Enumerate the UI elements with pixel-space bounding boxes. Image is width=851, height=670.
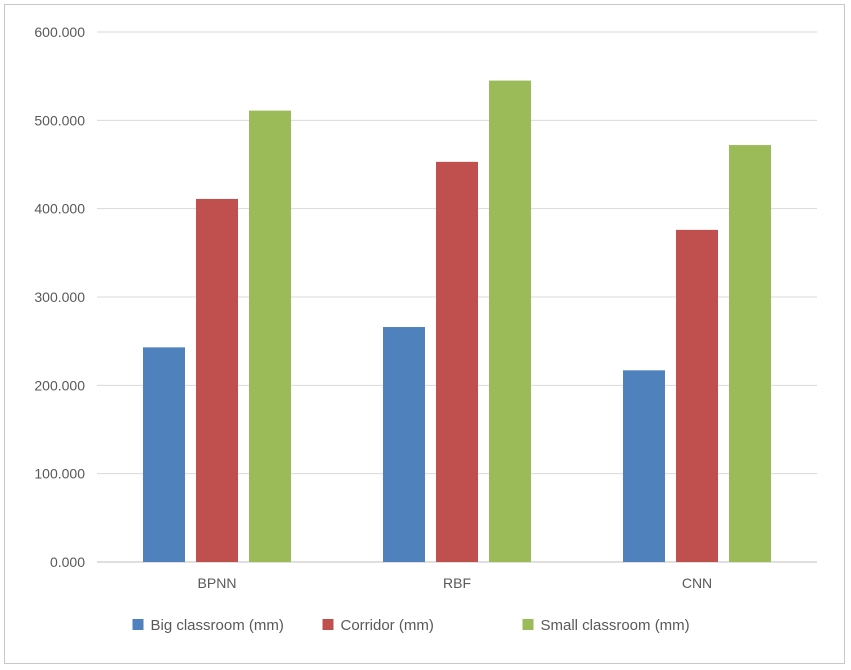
bar — [383, 327, 425, 562]
x-tick-label: BPNN — [198, 575, 237, 591]
y-tick-label: 400.000 — [34, 201, 85, 217]
legend-label: Big classroom (mm) — [151, 617, 284, 634]
bar — [676, 229, 718, 562]
bar — [249, 110, 291, 562]
legend-swatch — [132, 619, 144, 630]
bar — [489, 80, 531, 562]
bars — [143, 80, 771, 563]
legend: Big classroom (mm) Corridor (mm) Small cla… — [132, 617, 690, 634]
legend-item: Big classroom (mm) — [132, 617, 284, 634]
x-axis-ticks: BPNN RBF CNN — [198, 575, 713, 591]
bar — [729, 145, 771, 563]
legend-item: Corridor (mm) — [322, 617, 434, 634]
legend-label: Corridor (mm) — [341, 617, 434, 634]
legend-label: Small classroom (mm) — [541, 617, 690, 634]
legend-item: Small classroom (mm) — [522, 617, 690, 634]
y-tick-label: 300.000 — [34, 289, 85, 305]
bar — [623, 370, 665, 562]
legend-swatch — [522, 619, 534, 630]
y-tick-label: 200.000 — [34, 377, 85, 393]
y-tick-label: 100.000 — [34, 466, 85, 482]
y-tick-label: 0.000 — [50, 554, 85, 570]
bar — [143, 347, 185, 562]
y-axis-ticks: 0.000 100.000 200.000 300.000 400.000 500.000… — [34, 24, 85, 570]
y-tick-label: 500.000 — [34, 112, 85, 128]
x-tick-label: CNN — [682, 575, 712, 591]
bar — [436, 161, 478, 562]
y-tick-label: 600.000 — [34, 24, 85, 40]
bar — [196, 198, 238, 562]
legend-swatch — [322, 619, 334, 630]
x-tick-label: RBF — [443, 575, 471, 591]
